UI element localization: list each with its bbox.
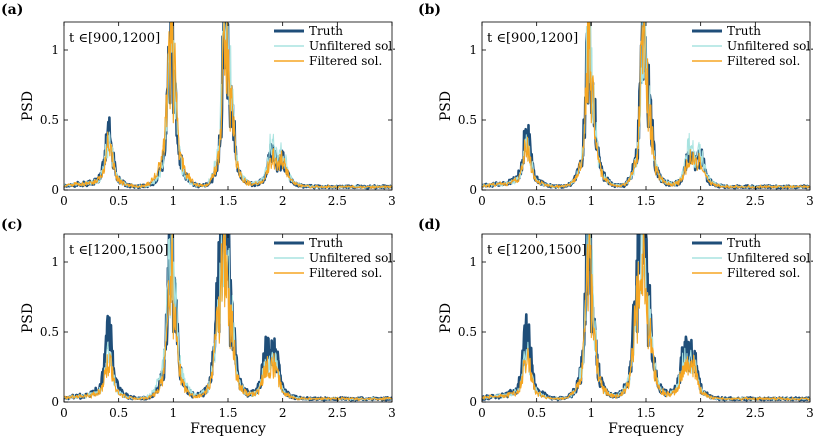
x-tick-label: 1 — [588, 194, 596, 208]
legend-label: Filtered sol. — [309, 266, 382, 280]
x-tick-label: 1.5 — [218, 406, 237, 420]
x-tick-label: 2 — [279, 406, 287, 420]
y-axis-label: PSD — [438, 303, 454, 333]
y-tick-label: 1 — [51, 43, 59, 57]
x-tick-label: 0 — [60, 194, 68, 208]
x-tick-label: 3 — [388, 406, 396, 420]
y-tick-label: 0 — [51, 183, 59, 197]
y-tick-label: 1 — [469, 43, 477, 57]
legend-label: Unfiltered sol. — [309, 39, 396, 53]
y-tick-label: 0 — [469, 183, 477, 197]
legend-label: Truth — [309, 24, 343, 38]
legend-label: Truth — [727, 236, 761, 250]
legend-label: Filtered sol. — [309, 54, 382, 68]
x-tick-label: 1.5 — [218, 194, 237, 208]
time-window-annotation: t ∈[900,1200] — [487, 31, 578, 46]
x-tick-label: 2.5 — [328, 406, 347, 420]
x-tick-label: 0 — [60, 406, 68, 420]
y-tick-label: 0 — [51, 395, 59, 409]
panel-label: (b) — [418, 2, 441, 18]
legend-label: Unfiltered sol. — [727, 251, 814, 265]
x-tick-label: 0 — [478, 194, 486, 208]
time-window-annotation: t ∈[1200,1500] — [69, 243, 168, 258]
y-tick-label: 0.5 — [40, 325, 59, 339]
x-tick-label: 1 — [588, 406, 596, 420]
panel-b: 0 0.5 1 1.5 2 2.5 3 0 0.5 1 PSD (b) t ∈[900,1200] Tru… — [418, 2, 814, 208]
legend-label: Filtered sol. — [727, 54, 800, 68]
y-axis-label: PSD — [20, 91, 36, 121]
x-tick-label: 2 — [697, 406, 705, 420]
legend-label: Truth — [727, 24, 761, 38]
x-tick-label: 3 — [806, 406, 814, 420]
x-tick-label: 0.5 — [527, 406, 546, 420]
x-axis-label: Frequency — [608, 421, 684, 437]
x-tick-label: 2.5 — [746, 406, 765, 420]
panel-a: 0 0.5 1 1.5 2 2.5 3 0 0.5 1 PSD (a) t ∈[900,1200] Tru… — [1, 2, 396, 208]
series-line-filtered — [64, 234, 392, 401]
x-tick-label: 2 — [279, 194, 287, 208]
y-tick-label: 1 — [469, 255, 477, 269]
x-tick-label: 1.5 — [636, 406, 655, 420]
y-tick-label: 0 — [469, 395, 477, 409]
time-window-annotation: t ∈[900,1200] — [69, 31, 160, 46]
x-tick-label: 0.5 — [109, 406, 128, 420]
panel-label: (c) — [1, 217, 23, 233]
x-tick-label: 1 — [170, 194, 178, 208]
x-tick-label: 3 — [806, 194, 814, 208]
x-tick-label: 2.5 — [746, 194, 765, 208]
x-tick-label: 1.5 — [636, 194, 655, 208]
panel-c: 0 0.5 1 1.5 2 2.5 3 0 0.5 1 PSD Frequency (c) t ∈[120… — [1, 217, 396, 437]
panel-d: 0 0.5 1 1.5 2 2.5 3 0 0.5 1 PSD Frequency (d) t ∈[120… — [418, 217, 814, 437]
x-tick-label: 0.5 — [527, 194, 546, 208]
legend-label: Unfiltered sol. — [727, 39, 814, 53]
y-tick-label: 1 — [51, 255, 59, 269]
time-window-annotation: t ∈[1200,1500] — [487, 243, 586, 258]
x-axis-label: Frequency — [190, 421, 266, 437]
x-tick-label: 0.5 — [109, 194, 128, 208]
panel-label: (d) — [418, 217, 441, 233]
x-tick-label: 0 — [478, 406, 486, 420]
x-tick-label: 1 — [170, 406, 178, 420]
x-tick-label: 2.5 — [328, 194, 347, 208]
legend-label: Filtered sol. — [727, 266, 800, 280]
y-axis-label: PSD — [438, 91, 454, 121]
y-tick-label: 0.5 — [458, 325, 477, 339]
legend-label: Unfiltered sol. — [309, 251, 396, 265]
y-axis-label: PSD — [20, 303, 36, 333]
y-tick-label: 0.5 — [458, 113, 477, 127]
x-tick-label: 2 — [697, 194, 705, 208]
x-tick-label: 3 — [388, 194, 396, 208]
y-tick-label: 0.5 — [40, 113, 59, 127]
panel-label: (a) — [1, 2, 23, 18]
legend-label: Truth — [309, 236, 343, 250]
